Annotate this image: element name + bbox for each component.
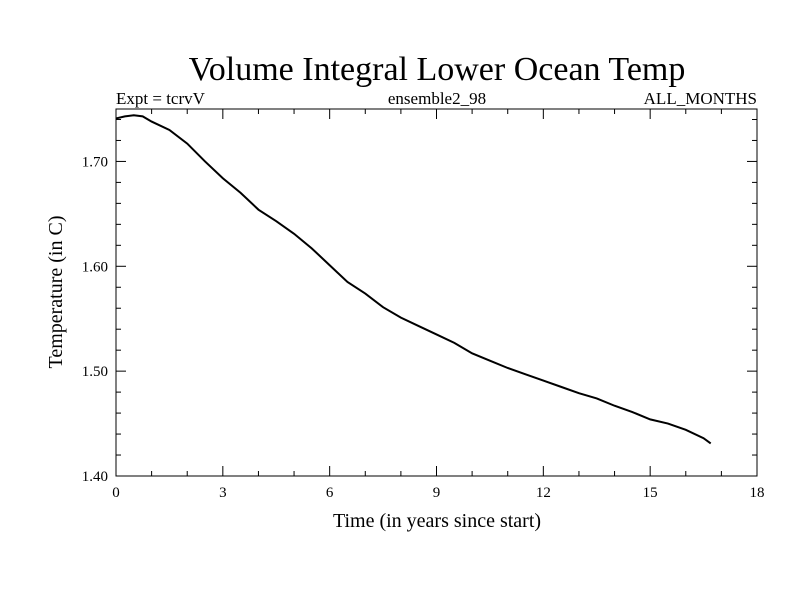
x-tick-label: 9 bbox=[433, 485, 441, 501]
y-tick-label: 1.70 bbox=[82, 154, 108, 170]
y-tick-label: 1.40 bbox=[82, 469, 108, 485]
subtitle-left: Expt = tcrvV bbox=[116, 89, 206, 108]
series-line bbox=[115, 114, 712, 445]
x-tick-label: 3 bbox=[219, 485, 227, 501]
x-axis-label: Time (in years since start) bbox=[333, 510, 541, 532]
chart-title: Volume Integral Lower Ocean Temp bbox=[189, 51, 686, 88]
x-tick-label: 0 bbox=[112, 485, 120, 501]
y-axis-label: Temperature (in C) bbox=[45, 216, 67, 369]
subtitle-right: ALL_MONTHS bbox=[644, 89, 757, 108]
y-tick-label: 1.50 bbox=[82, 364, 108, 380]
x-tick-label: 6 bbox=[326, 485, 334, 501]
axis-ticks bbox=[115, 109, 758, 477]
x-tick-label: 15 bbox=[643, 485, 658, 501]
x-tick-label: 12 bbox=[536, 485, 551, 501]
x-tick-label: 18 bbox=[750, 485, 765, 501]
subtitle-center: ensemble2_98 bbox=[388, 89, 486, 108]
axis-tick-labels: 0 3 6 9 12 15 18 1.40 1.50 1.60 1.70 bbox=[82, 154, 765, 501]
y-tick-label: 1.60 bbox=[82, 259, 108, 275]
